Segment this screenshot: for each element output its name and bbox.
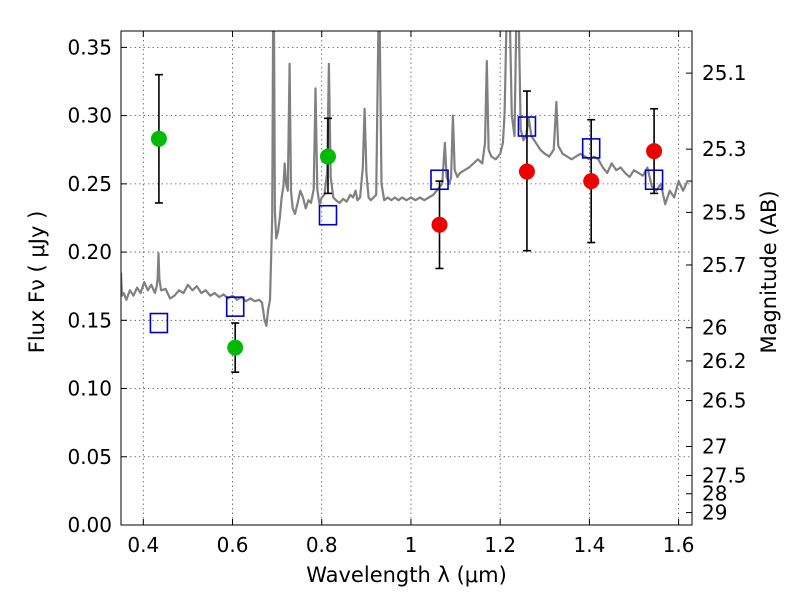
- right-tick-label: 27.5: [702, 463, 747, 487]
- observed-point: [518, 163, 535, 180]
- x-tick-label: 1: [405, 533, 418, 557]
- x-tick-label: 1.6: [663, 533, 695, 557]
- right-tick-label: 25.7: [702, 253, 747, 277]
- model-square: [517, 116, 537, 137]
- right-tick-label: 26: [702, 316, 727, 340]
- y-tick-label: 0.00: [67, 513, 112, 537]
- right-tick-label: 25.5: [702, 200, 747, 224]
- grid-lines: [121, 31, 692, 526]
- right-tick-label: 27: [702, 434, 727, 458]
- y-tick-label: 0.15: [67, 308, 112, 332]
- right-tick-label: 25.3: [702, 137, 747, 161]
- y-tick-label: 0.35: [67, 35, 112, 59]
- observed-photometry-points: [150, 130, 663, 356]
- y-tick-label: 0.25: [67, 172, 112, 196]
- y-tick-label: 0.05: [67, 445, 112, 469]
- model-square: [581, 138, 601, 159]
- y-axis-label: Flux Fν ( μJy ): [25, 211, 49, 354]
- x-axis-label: Wavelength λ (μm): [306, 563, 507, 587]
- x-tick-label: 1.2: [484, 533, 516, 557]
- right-tick-label: 28: [702, 482, 727, 506]
- y-tick-label: 0.10: [67, 377, 112, 401]
- model-square: [149, 312, 169, 334]
- model-square: [430, 169, 449, 191]
- observed-point: [431, 216, 448, 233]
- observed-point: [319, 148, 336, 165]
- right-tick-label: 26.2: [702, 349, 747, 373]
- observed-point: [227, 339, 244, 356]
- right-tick-label: 26.5: [702, 389, 747, 413]
- observed-point: [583, 173, 600, 190]
- right-tick-label: 29: [702, 501, 727, 525]
- error-bars: [154, 73, 659, 373]
- x-tick-label: 0.6: [217, 533, 249, 557]
- model-square: [318, 204, 338, 226]
- y-tick-label: 0.30: [67, 104, 112, 128]
- spectrum-line: [121, 31, 692, 327]
- observed-point: [646, 143, 663, 160]
- model-photometry-points: [149, 116, 664, 334]
- right-axis-label: Magnitude (AB): [757, 190, 781, 353]
- x-tick-label: 0.4: [127, 533, 159, 557]
- plot-frame: [120, 30, 693, 526]
- model-square: [225, 296, 245, 317]
- observed-point: [150, 130, 167, 147]
- y-tick-label: 0.20: [67, 240, 112, 264]
- x-tick-label: 0.8: [306, 533, 338, 557]
- axis-ticks: 0.4 0.6 0.8 1 1.2 1.4 1.6 0.00 0.05 0.10 0.15 0.20 0…: [67, 31, 747, 557]
- right-tick-label: 25.1: [702, 61, 747, 85]
- model-square: [644, 169, 664, 191]
- x-tick-label: 1.4: [573, 533, 605, 557]
- model-spectrum: [121, 31, 692, 327]
